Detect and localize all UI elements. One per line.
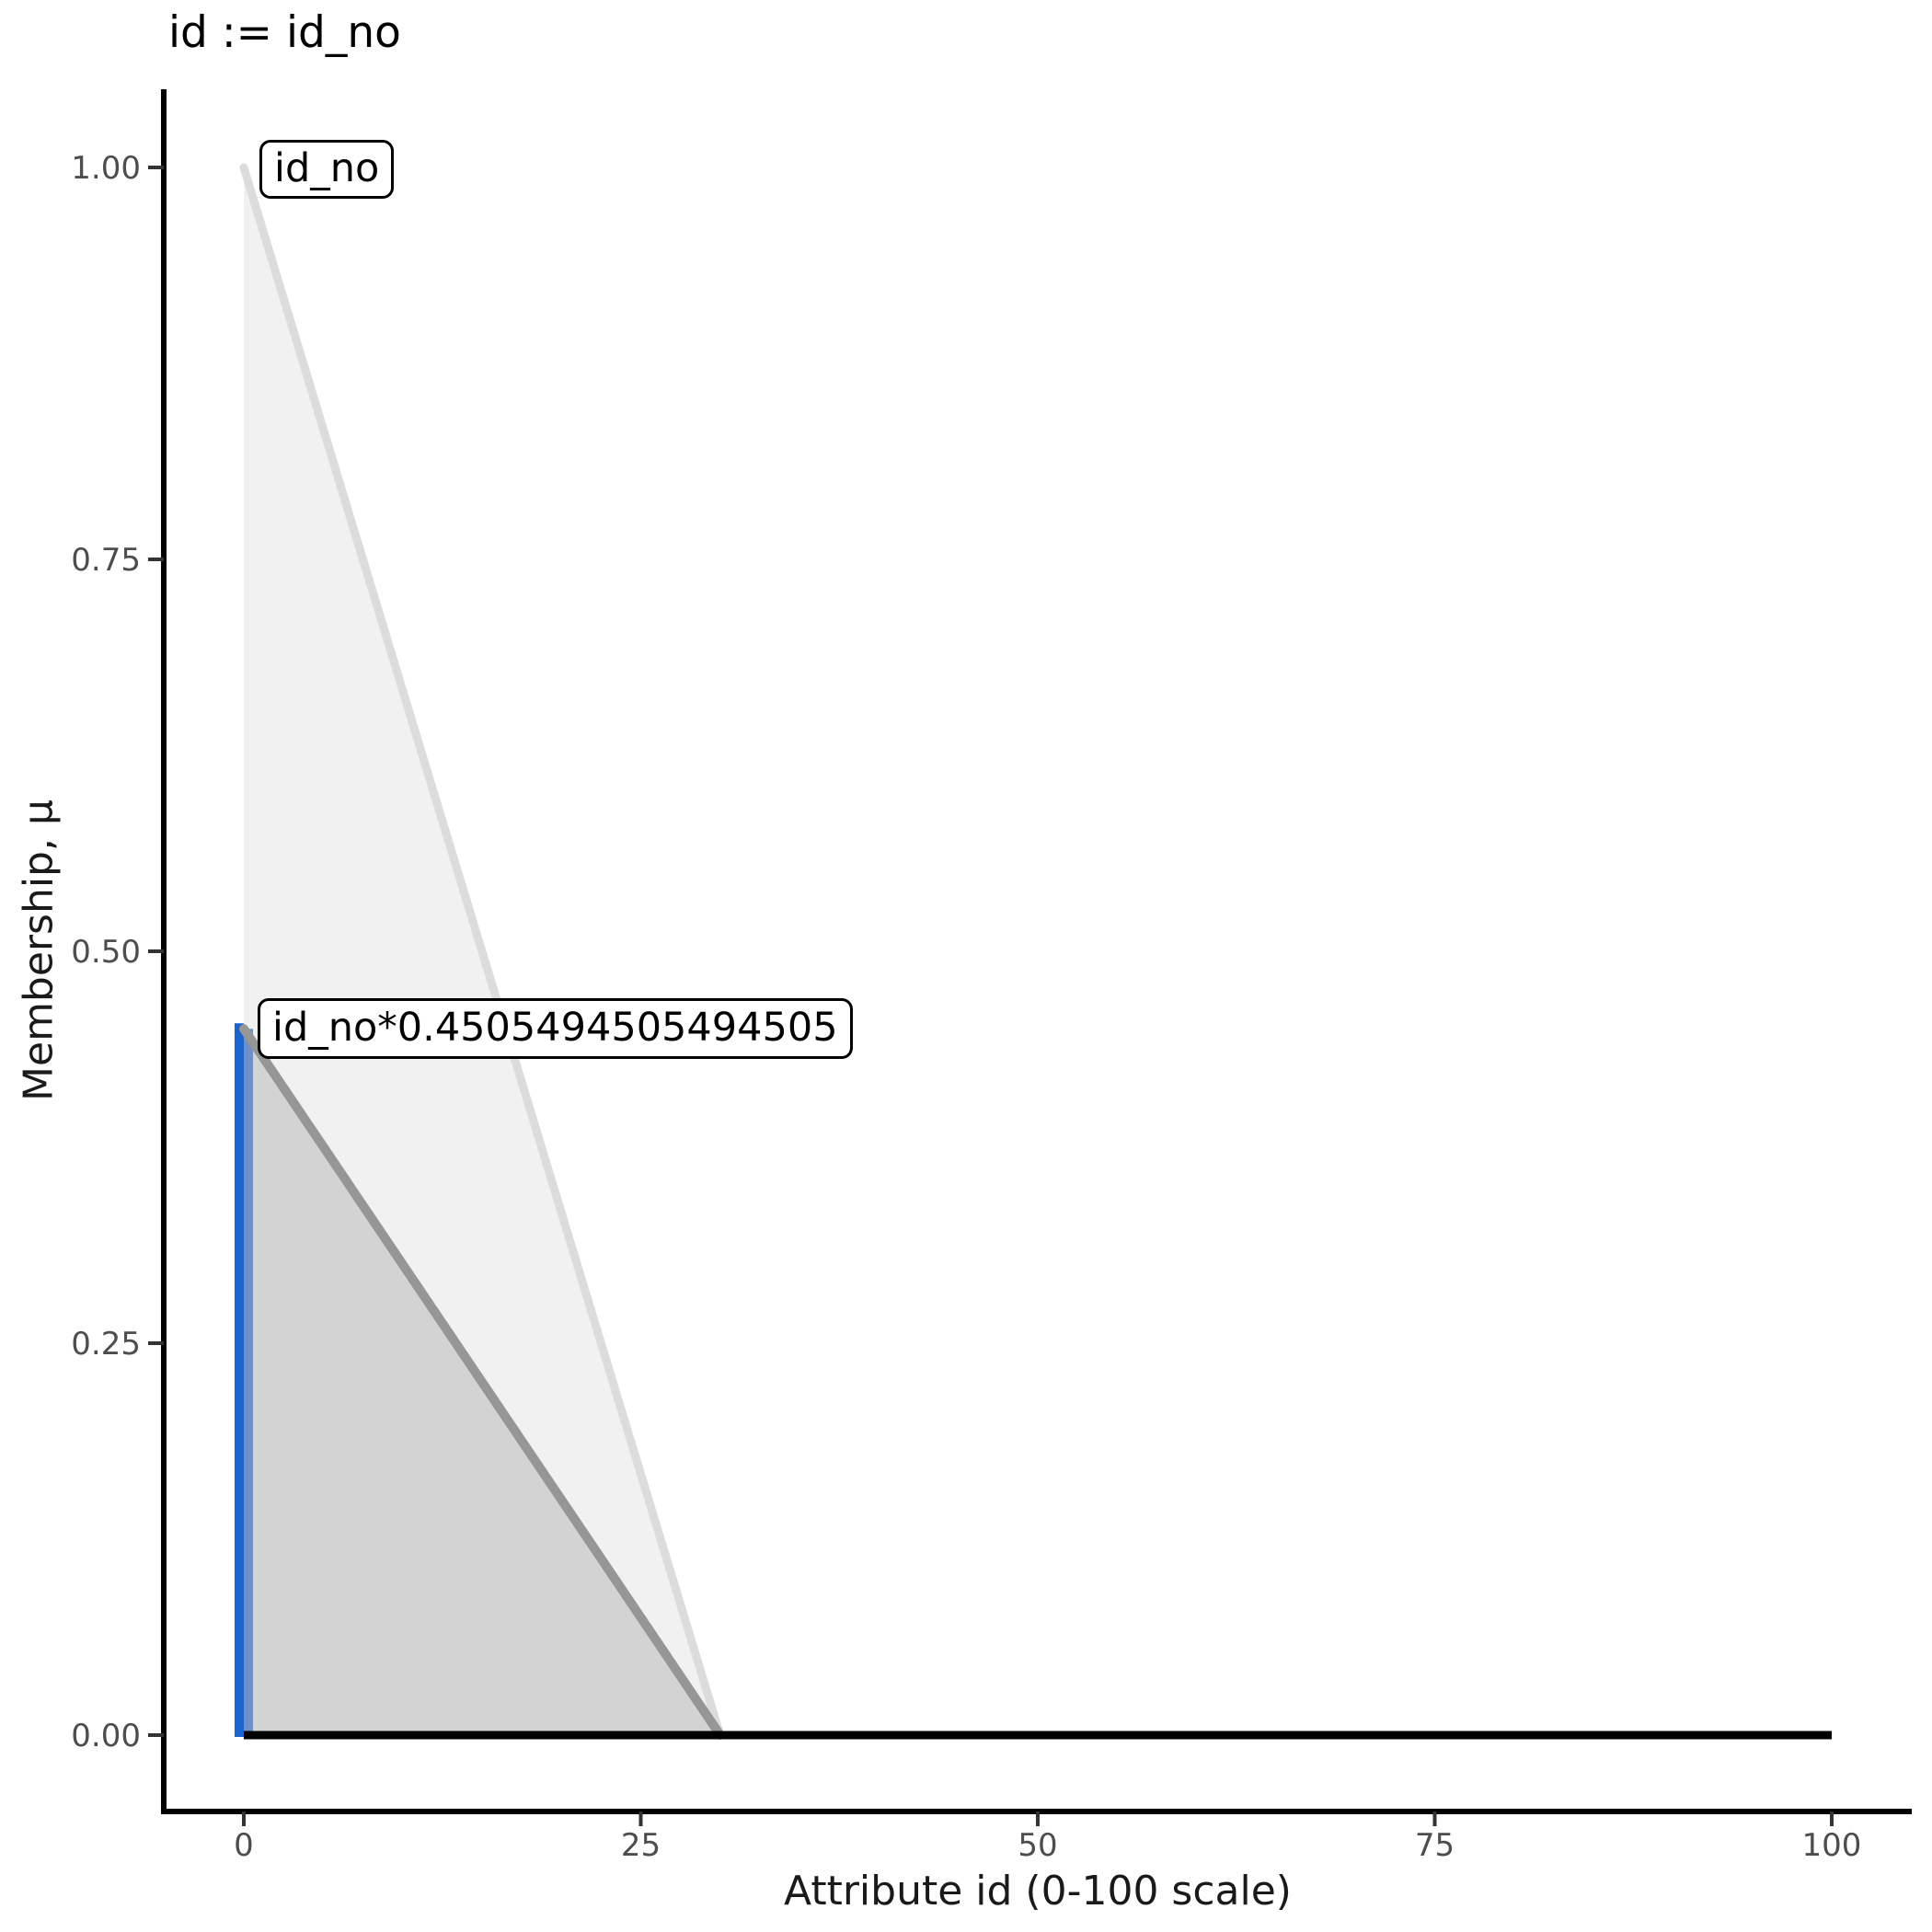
y-tick-label: 0.50 [71,934,141,971]
y-tick-label: 0.75 [71,542,141,579]
activation-line-dark [235,1023,244,1737]
x-tick-label: 25 [621,1827,661,1864]
y-tick-label: 1.00 [71,150,141,187]
activation-line-light [244,1029,253,1737]
y-tick-label: 0.00 [71,1718,141,1754]
x-tick-label: 75 [1415,1827,1455,1864]
plot-title: id := id_no [168,7,401,58]
membership-border-id_no [239,163,725,1740]
x-tick-label: 50 [1018,1827,1057,1864]
x-axis-title: Attribute id (0-100 scale) [784,1868,1292,1915]
label-box-id-no: id_no [259,140,395,199]
x-tick-label: 100 [1802,1827,1862,1864]
x-tick-label: 0 [234,1827,254,1864]
label-box-id-no-scaled: id_no*0.4505494505494505 [258,998,853,1059]
membership-border-id_no*0.4505494505494505 [239,1024,725,1740]
y-axis-title: Membership, μ [15,799,63,1101]
y-tick-label: 0.25 [71,1326,141,1363]
